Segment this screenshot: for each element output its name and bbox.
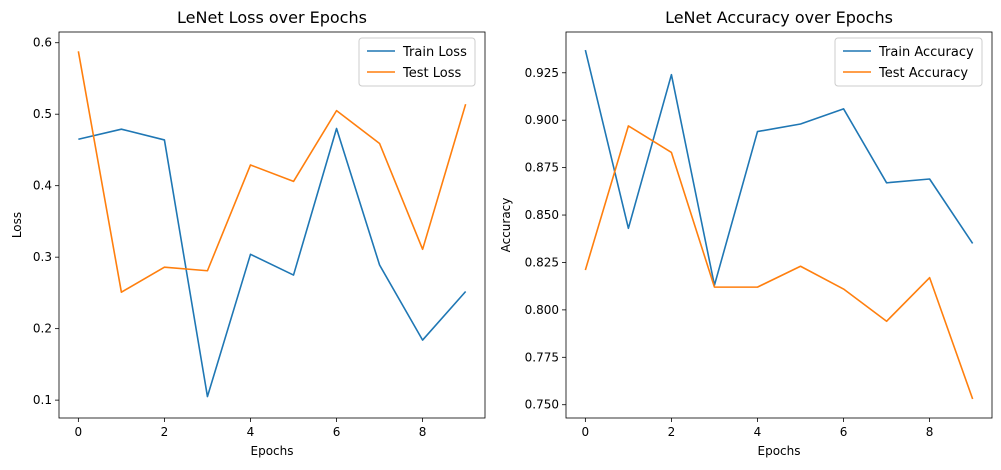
accuracy-y-tick-label: 0.875 <box>525 161 559 175</box>
accuracy-chart-title: LeNet Accuracy over Epochs <box>665 8 893 27</box>
loss-x-tick-label: 6 <box>333 425 341 439</box>
loss-x-tick-label: 0 <box>75 425 83 439</box>
accuracy-x-tick-label: 8 <box>926 425 934 439</box>
loss-chart-title: LeNet Loss over Epochs <box>177 8 367 27</box>
loss-y-tick-label: 0.6 <box>33 36 52 50</box>
accuracy-y-tick-label: 0.925 <box>525 66 559 80</box>
loss-x-axis-label: Epochs <box>251 444 294 458</box>
accuracy-y-tick-label: 0.900 <box>525 113 559 127</box>
accuracy-x-tick-label: 0 <box>582 425 590 439</box>
loss-y-tick-label: 0.1 <box>33 393 52 407</box>
accuracy-x-tick-label: 2 <box>668 425 676 439</box>
accuracy-legend: Train Accuracy Test Accuracy <box>834 37 983 87</box>
loss-legend-box <box>358 37 476 87</box>
loss-legend-label-test: Test Loss <box>402 66 461 81</box>
loss-legend-label-train: Train Loss <box>402 45 467 60</box>
loss-y-tick-label: 0.2 <box>33 322 52 336</box>
accuracy-y-tick-label: 0.825 <box>525 255 559 269</box>
accuracy-series-line-test <box>584 125 974 400</box>
loss-plot-frame <box>58 31 486 419</box>
accuracy-x-axis-label: Epochs <box>758 444 801 458</box>
loss-legend: Train Loss Test Loss <box>358 37 476 87</box>
loss-x-tick-label: 8 <box>419 425 427 439</box>
accuracy-y-tick-label: 0.850 <box>525 208 559 222</box>
accuracy-x-tick-label: 6 <box>840 425 848 439</box>
accuracy-x-tick-label: 4 <box>754 425 762 439</box>
accuracy-chart: LeNet Accuracy over Epochs 0 2 4 6 8 0.750 0.77… <box>499 8 993 458</box>
accuracy-legend-label-train: Train Accuracy <box>878 45 974 60</box>
loss-y-tick-label: 0.5 <box>33 107 52 121</box>
accuracy-y-tick-label: 0.750 <box>525 398 559 412</box>
loss-x-tick-label: 2 <box>161 425 169 439</box>
accuracy-legend-box <box>834 37 983 87</box>
accuracy-y-axis-label: Accuracy <box>499 198 513 253</box>
loss-series-line-test <box>77 51 467 293</box>
loss-y-axis-label: Loss <box>10 212 24 238</box>
loss-y-tick-label: 0.3 <box>33 250 52 264</box>
accuracy-y-tick-label: 0.775 <box>525 350 559 364</box>
loss-x-tick-label: 4 <box>247 425 255 439</box>
accuracy-legend-label-test: Test Accuracy <box>878 66 968 81</box>
accuracy-series-line-train <box>584 49 974 287</box>
loss-y-tick-label: 0.4 <box>33 179 52 193</box>
accuracy-plot-frame <box>565 31 993 419</box>
loss-series-line-train <box>78 127 467 398</box>
accuracy-y-tick-label: 0.800 <box>525 303 559 317</box>
loss-chart: LeNet Loss over Epochs 0 2 4 6 8 0.1 0.2 0.3 0.4 0… <box>10 8 486 458</box>
